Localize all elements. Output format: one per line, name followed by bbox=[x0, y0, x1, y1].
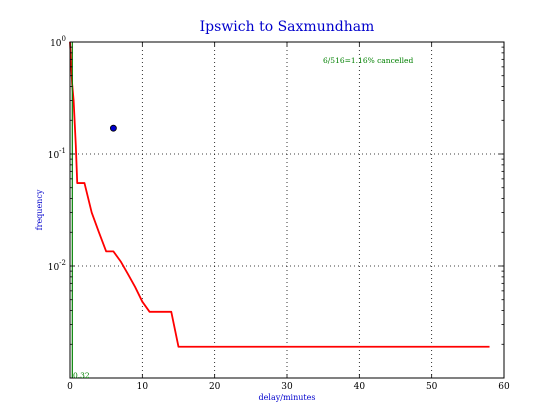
cancelled-annotation: 6/516=1.16% cancelled bbox=[323, 56, 413, 65]
x-tick-label: 60 bbox=[498, 382, 510, 392]
y-tick-base: 10 bbox=[48, 151, 60, 161]
y-tick-label: 10-1 bbox=[48, 147, 66, 161]
series-line bbox=[69, 41, 490, 348]
y-tick-exponent: -2 bbox=[59, 259, 66, 267]
plot-area bbox=[69, 41, 490, 378]
y-tick-base: 10 bbox=[48, 263, 60, 273]
y-tick-exponent: 0 bbox=[62, 35, 66, 43]
vline-annotation: 0.32 bbox=[73, 371, 90, 380]
x-tick-label: 30 bbox=[281, 382, 293, 392]
chart-title: Ipswich to Saxmundham bbox=[200, 19, 375, 35]
y-tick-label: 10-2 bbox=[48, 259, 66, 273]
y-tick-exponent: -1 bbox=[59, 147, 66, 155]
x-tick-label: 10 bbox=[137, 382, 149, 392]
x-tick-label: 0 bbox=[67, 382, 73, 392]
x-tick-label: 20 bbox=[209, 382, 221, 392]
y-tick-label: 100 bbox=[50, 35, 66, 49]
y-tick-base: 10 bbox=[50, 39, 62, 49]
x-tick-label: 50 bbox=[426, 382, 438, 392]
grid-lines bbox=[70, 42, 504, 378]
data-point bbox=[110, 124, 117, 132]
y-axis-label: frequency bbox=[35, 189, 44, 230]
x-tick-label: 40 bbox=[354, 382, 366, 392]
x-axis-label: delay/minutes bbox=[259, 393, 316, 402]
